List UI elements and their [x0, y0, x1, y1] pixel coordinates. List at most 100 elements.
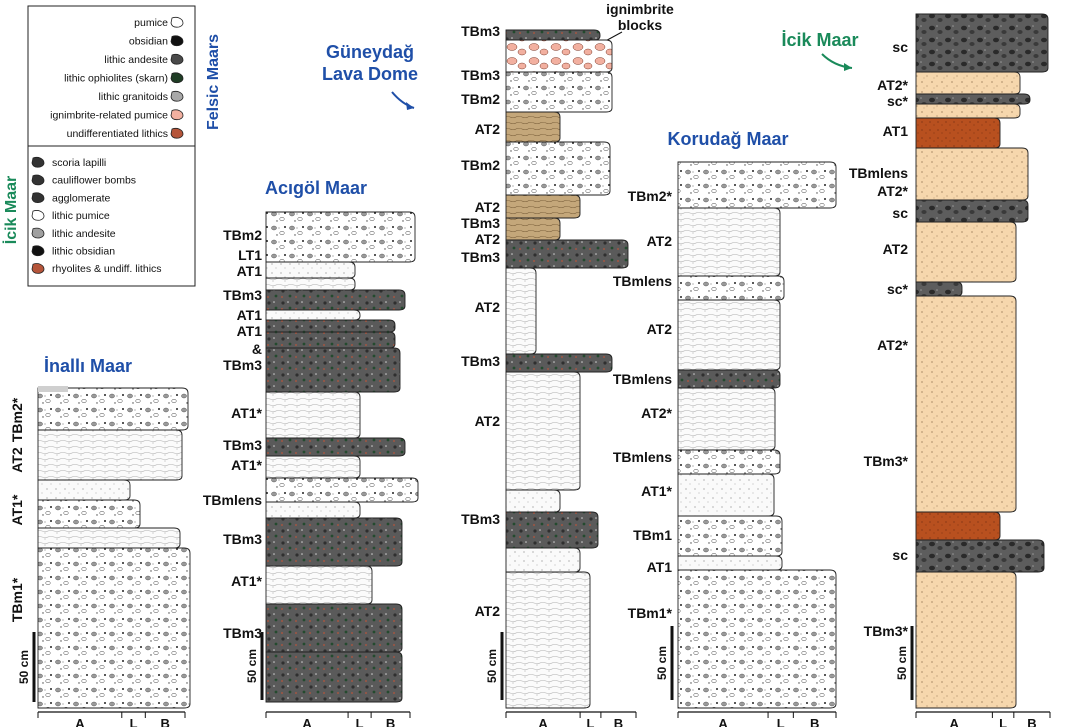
- acigol-unit-label: TBm2: [223, 227, 262, 243]
- korudag-unit-label: AT2: [647, 233, 673, 249]
- guneydag-unit-label: TBm3: [461, 215, 500, 231]
- inalli-bed: [37, 429, 183, 481]
- columns-layer: [37, 13, 1049, 709]
- inalli-unit-label: TBm1*: [9, 577, 25, 622]
- icik-arrow-head: [844, 63, 852, 71]
- inalli-bed: [37, 527, 181, 549]
- guneydag-unit-label: AT2: [475, 299, 501, 315]
- korudag-axis-label: A: [718, 716, 728, 727]
- guneydag-unit-label: TBm3: [461, 23, 500, 39]
- icik-unit-label: TBmlens: [849, 165, 908, 181]
- korudag-unit-label: TBmlens: [613, 449, 672, 465]
- acigol-scale-label: 50 cm: [245, 649, 259, 683]
- inalli-axis-label: L: [130, 716, 138, 727]
- icik-unit-label: sc*: [887, 93, 909, 109]
- lithic-obsidian-icon: [31, 245, 45, 257]
- guneydag-unit-label: AT2: [475, 199, 501, 215]
- acigol-bed: [265, 651, 403, 703]
- legend-icik-label: cauliflower bombs: [52, 175, 136, 187]
- legend-felsic-label: lithic granitoids: [99, 91, 168, 103]
- korudag-bed: [677, 515, 783, 557]
- acigol-bed: [265, 437, 406, 457]
- undiff-lithics-icon: [170, 127, 184, 139]
- icik-scale-label: 50 cm: [895, 646, 909, 680]
- guneydag-scale-label: 50 cm: [485, 649, 499, 683]
- icik-unit-label: TBm3*: [864, 623, 909, 639]
- guneydag-axis-label: A: [538, 716, 548, 727]
- korudag-bed: [677, 387, 776, 451]
- inalli-axis-label: A: [75, 716, 85, 727]
- legend-felsic-label: lithic andesite: [104, 54, 168, 66]
- legend-icik-label: agglomerate: [52, 192, 111, 204]
- inalli-axis-label: B: [160, 716, 169, 727]
- acigol-unit-label: AT1*: [231, 457, 262, 473]
- korudag-unit-label: AT2: [647, 321, 673, 337]
- icik-bed: [915, 13, 1049, 73]
- inalli-bed: [37, 547, 191, 709]
- icik-unit-label: sc: [892, 39, 908, 55]
- guneydag-unit-label: TBm2: [461, 157, 500, 173]
- icik-unit-label: sc: [892, 547, 908, 563]
- inalli-unit-label: AT2: [9, 447, 25, 473]
- acigol-unit-label: TBm3: [223, 357, 262, 373]
- icik-unit-label: AT2*: [877, 337, 908, 353]
- icik-axis-label: L: [999, 716, 1007, 727]
- icik-axis-label: A: [949, 716, 959, 727]
- acigol-unit-label: TBm3: [223, 531, 262, 547]
- rhyolite-icon: [31, 263, 45, 274]
- guneydag-unit-label: TBm3: [461, 511, 500, 527]
- inalli-unit-label: AT1*: [9, 494, 25, 525]
- ignimbrite-annotation-line2: blocks: [618, 17, 663, 33]
- acigol-unit-label: AT1*: [231, 573, 262, 589]
- korudag-unit-label: AT1*: [641, 483, 672, 499]
- guneydag-unit-label: AT2: [475, 231, 501, 247]
- guneydag-unit-label: TBm2: [461, 91, 500, 107]
- legend-felsic-group: pumice obsidian lithic andesite lithic ophi…: [50, 16, 184, 140]
- ophiolite-icon: [170, 72, 184, 84]
- scoria-icon: [31, 156, 45, 168]
- icik-bed: [915, 71, 1021, 95]
- acigol-unit-label: AT1: [237, 263, 263, 279]
- acigol-unit-label: AT1: [237, 307, 263, 323]
- acigol-axis-label: L: [356, 716, 364, 727]
- acigol-bed: [265, 331, 396, 349]
- acigol-axis-label: A: [302, 716, 312, 727]
- inalli-bed: [37, 479, 131, 501]
- acigol-unit-label: &: [252, 341, 262, 357]
- korudag-axis-label: L: [777, 716, 785, 727]
- acigol-unit-label: TBmlens: [203, 492, 262, 508]
- korudag-bed: [677, 449, 781, 475]
- guneydag-bed: [505, 239, 629, 269]
- acigol-bed: [265, 277, 356, 291]
- legend-felsic-label: ignimbrite-related pumice: [50, 110, 168, 122]
- icik-bed: [915, 147, 1029, 201]
- guneydag-unit-label: TBm3: [461, 353, 500, 369]
- pumice-icon: [170, 16, 184, 28]
- guneydag-bed: [505, 571, 591, 709]
- guneydag-bed: [505, 217, 561, 241]
- inalli-scale-label: 50 cm: [17, 650, 31, 684]
- korudag-bed: [677, 369, 781, 389]
- korudag-unit-label: TBm1*: [628, 605, 673, 621]
- korudag-bed: [677, 161, 837, 209]
- acigol-bed: [265, 455, 361, 479]
- inalli-top-cap: [38, 386, 68, 392]
- lithic-andesite-icon: [170, 53, 184, 65]
- acigol-bed: [265, 309, 361, 321]
- korudag-title: Korudağ Maar: [667, 129, 788, 149]
- acigol-unit-label: TBm3: [223, 437, 262, 453]
- cauliflower-bomb-icon: [31, 174, 45, 186]
- acigol-bed: [265, 517, 403, 567]
- legend-icik-label: lithic andesite: [52, 228, 116, 240]
- labels-layer: TBm2*AT2AT1*TBm1*TBm2LT1AT1TBm3AT1AT1&TB…: [9, 23, 909, 641]
- acigol-unit-label: AT1*: [231, 405, 262, 421]
- korudag-bed: [677, 569, 837, 709]
- icik-unit-label: AT1: [883, 123, 909, 139]
- icik-bed: [915, 117, 1001, 149]
- korudag-unit-label: TBm1: [633, 527, 672, 543]
- guneydag-bed: [505, 371, 581, 491]
- acigol-bed: [265, 211, 416, 263]
- acigol-bed: [265, 289, 406, 311]
- korudag-bed: [677, 299, 781, 371]
